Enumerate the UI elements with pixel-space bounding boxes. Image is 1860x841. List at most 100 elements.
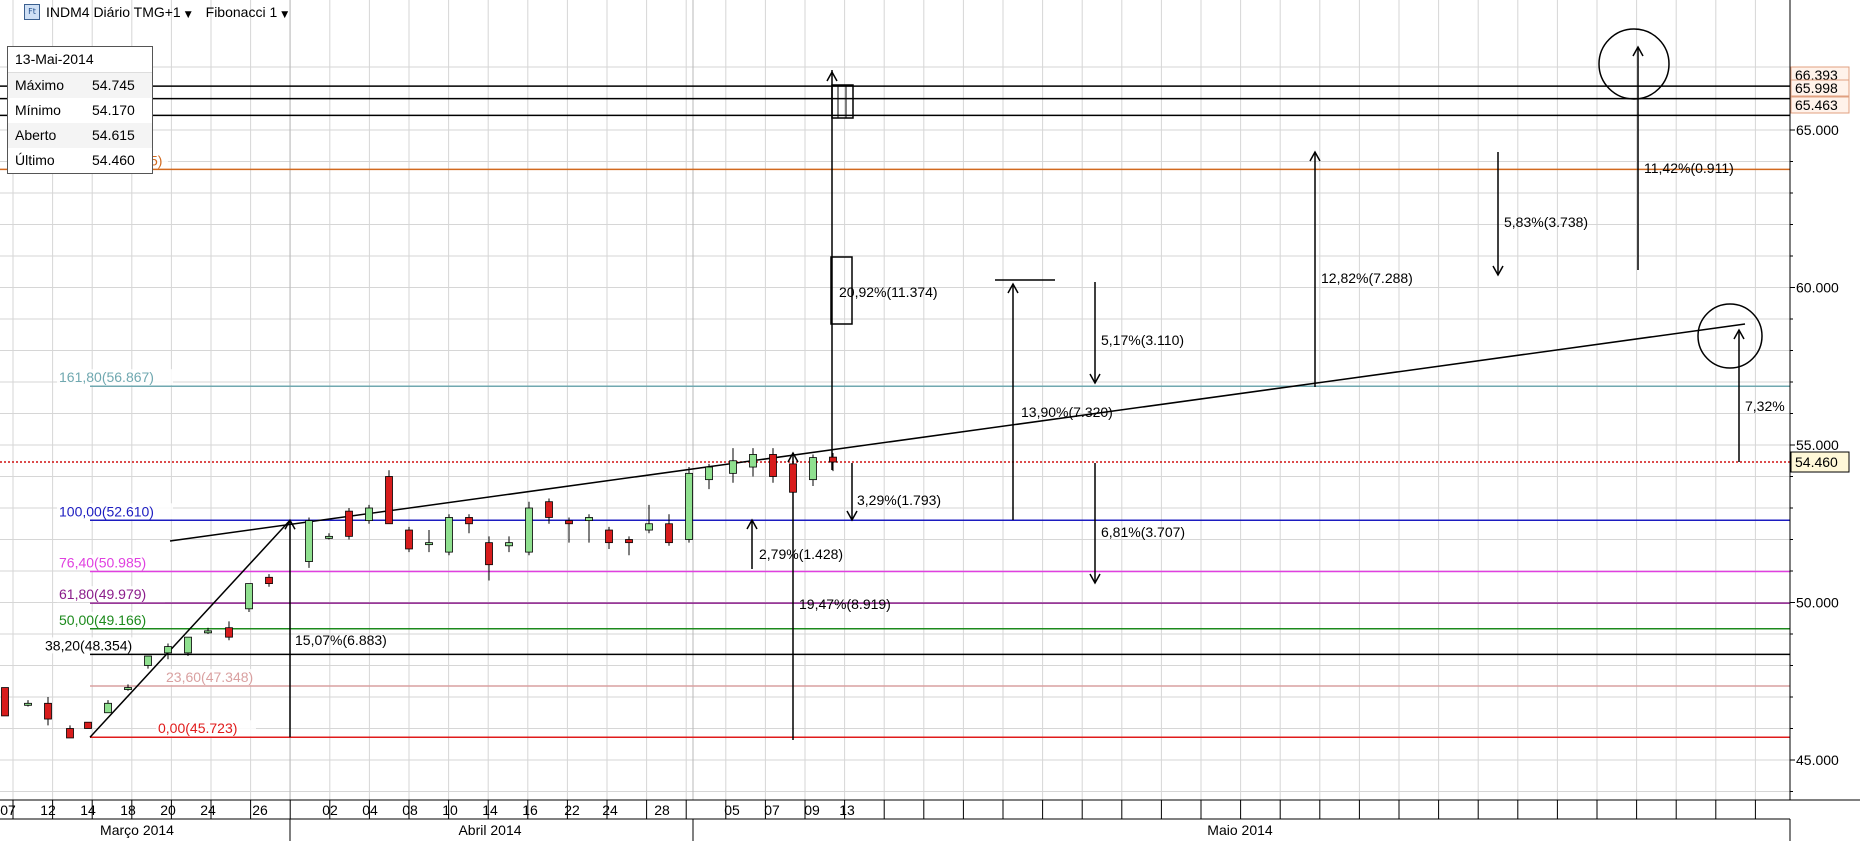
candle-body [545,501,553,518]
info-value: 54.170 [92,102,135,118]
candle-body [365,507,373,521]
target-price-tag [1790,96,1850,114]
price-axis-background [1790,0,1860,800]
date-tick-label: 07 [0,802,16,818]
fib-level-label: 23,60(47.348) [166,669,253,685]
percent-annotation: 11,42%(0.911) [1644,160,1734,176]
fib-label-bg [57,503,173,520]
month-label: Maio 2014 [1207,822,1273,838]
date-tick-label: 26 [252,802,268,818]
info-label: Mínimo [15,102,61,118]
candle-body [184,636,192,654]
candle-body [505,542,513,547]
study-label: Fibonacci 1 [205,4,278,20]
info-row-last: Último 54.460 [8,148,152,173]
month-label: Abril 2014 [458,822,521,838]
fib-label-bg [57,369,173,386]
candle-body [729,460,737,474]
percent-annotation: 6,81%(3.707) [1101,524,1185,540]
candle-body [66,728,74,739]
percent-annotation: 20,92%(11.374) [839,284,938,300]
candle-body [445,517,453,553]
percent-annotation: 5,17%(3.110) [1101,332,1184,348]
trend-drawings [89,28,1763,740]
percent-annotations: 15,07%(6.883) 20,92%(11.374) 3,29%(1.793) 2… [295,160,1785,648]
candle-body [44,702,52,720]
candle-body [204,630,212,634]
candle-body [345,510,353,537]
fib-level-label: 38,20(48.354) [45,637,132,653]
candle-body [24,702,32,706]
ohlc-info-box: 13-Mai-2014 Máximo 54.745 Mínimo 54.170 Ab… [7,46,153,174]
date-axis[interactable]: 07 12 14 18 20 24 26 02 04 08 10 14 16 22 24 28 05 07 09 13… [0,799,1860,841]
candle-body [645,523,653,531]
arrow-head [1007,282,1019,294]
arrow-head [1632,45,1644,57]
arrow-head [1089,373,1101,385]
info-label: Aberto [15,127,57,143]
fib-label-bg [57,586,165,603]
fib-level-label: 0,00(45.723) [158,720,237,736]
study-selector[interactable]: Fibonacci 1 ▼ [206,4,289,20]
arrow-head [826,70,838,82]
date-tick-label: 07 [764,802,780,818]
candle-body [829,456,837,463]
target-price-label: 65.463 [1795,97,1838,113]
percent-annotation: 3,29%(1.793) [857,492,941,508]
instrument-selector[interactable]: INDM4 Diário TMG+1 ▼ [46,4,192,20]
percent-annotation: 2,79%(1.428) [759,546,843,562]
candle-body [605,529,613,544]
fib-label-bg [156,720,256,737]
month-label: Março 2014 [100,822,174,838]
fib-level-label: 61,80(49.979) [59,586,146,602]
price-axis[interactable]: 45.000 50.000 55.000 60.000 65.000 66.39365.9… [1789,0,1860,824]
candle-body [265,576,273,584]
date-tick-label: 12 [40,802,56,818]
arrow-head [746,518,758,530]
fib-label-bg [148,152,168,169]
info-row-min: Mínimo 54.170 [8,98,152,123]
projection-box [830,256,853,325]
date-tick-label: 05 [724,802,740,818]
target-price-label: 65.998 [1795,80,1838,96]
date-tick-label: 04 [362,802,378,818]
date-tick-label: 22 [564,802,580,818]
arrow-head [1309,150,1321,162]
candle-body [225,627,233,638]
candle-body [665,523,673,544]
fib-level-label: 50,00(49.166) [59,612,146,628]
arrow-head [1492,265,1504,277]
date-tick-label: 18 [120,802,136,818]
date-tick-label: 20 [160,802,176,818]
candle-body [705,466,713,481]
candle-body [465,517,473,525]
chevron-down-icon: ▼ [281,10,289,20]
percent-annotation: 13,90%(7.320) [1021,404,1113,420]
date-axis-background [0,800,1860,841]
price-tick-label: 45.000 [1796,752,1839,768]
candle-body [565,520,573,525]
candle-body [749,454,757,468]
price-tick-label: 55.000 [1796,437,1839,453]
trend-line-upper [169,323,1746,542]
info-label: Máximo [15,77,65,93]
percent-annotation: 19,47%(8.919) [799,596,891,612]
candle-body [789,463,797,493]
projection-box [831,84,854,119]
fib-level-label: 5) [150,152,162,168]
percent-annotation: 5,83%(3.738) [1504,214,1588,230]
arrow-head [1733,328,1745,340]
candle-body [325,535,333,539]
last-price-label: 54.460 [1795,454,1838,470]
arrow-head [846,510,858,522]
info-date: 13-Mai-2014 [8,47,152,73]
arrow-head [1089,573,1101,585]
candlesticks [1,448,837,739]
date-tick-label: 24 [200,802,216,818]
chevron-down-icon: ▼ [184,10,192,20]
candle-body [124,687,132,690]
candle-body [485,542,493,566]
date-tick-label: 13 [839,802,855,818]
